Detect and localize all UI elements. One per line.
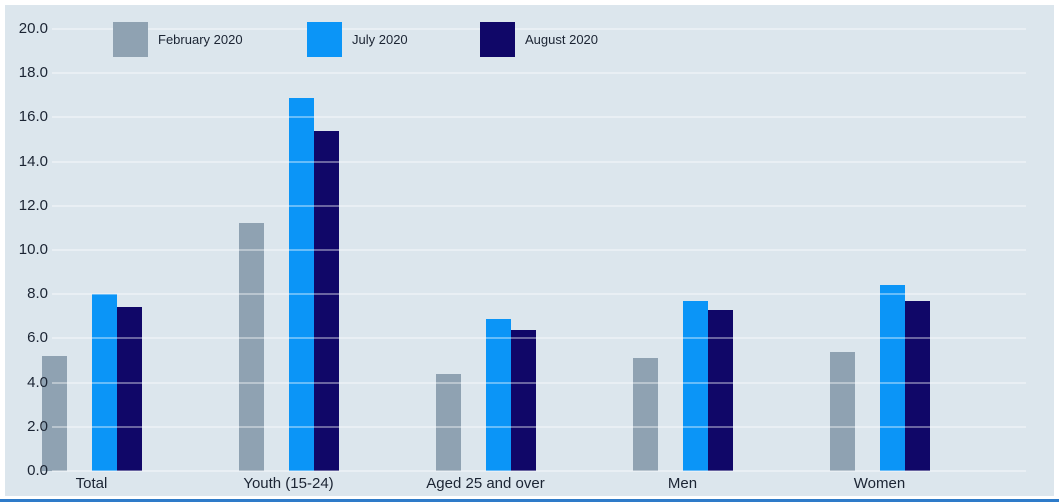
legend-swatch — [113, 22, 148, 57]
gridline-10.0 — [52, 249, 1026, 251]
legend-label: August 2020 — [525, 32, 599, 47]
x-category-label: Total — [75, 475, 108, 492]
bar-february-2020-women — [830, 352, 855, 471]
gridline-20.0 — [52, 28, 1026, 30]
y-tick-label: 0.0 — [27, 462, 48, 479]
bar-august-2020-youth-15-24- — [314, 131, 339, 471]
legend-swatch — [480, 22, 515, 57]
legend-item-august-2020[interactable]: August 2020 — [480, 22, 598, 57]
bottom-divider — [0, 499, 1059, 502]
x-category-label: Aged 25 and over — [426, 475, 545, 492]
bar-august-2020-aged-25-and-over — [511, 330, 536, 471]
bar-july-2020-aged-25-and-over — [486, 319, 511, 471]
y-tick-label: 8.0 — [27, 285, 48, 303]
x-category-label: Women — [853, 475, 906, 492]
bar-august-2020-total — [117, 307, 142, 471]
gridline-14.0 — [52, 160, 1026, 163]
bar-february-2020-men — [633, 358, 658, 471]
legend-label: February 2020 — [158, 32, 243, 47]
x-category-label: Youth (15-24) — [243, 475, 334, 492]
y-tick-label: 12.0 — [18, 196, 48, 214]
gridline-18.0 — [52, 72, 1026, 75]
legend-item-july-2020[interactable]: July 2020 — [307, 22, 408, 57]
gridline-2.0 — [52, 425, 1026, 428]
y-tick-label: 6.0 — [27, 329, 48, 347]
bar-july-2020-men — [683, 301, 708, 471]
y-tick-label: 14.0 — [18, 152, 48, 170]
bar-august-2020-women — [905, 301, 930, 471]
legend-swatch — [307, 22, 342, 57]
gridline-4.0 — [52, 381, 1026, 384]
legend-label: July 2020 — [352, 32, 408, 47]
y-tick-label: 16.0 — [18, 108, 48, 126]
bar-february-2020-youth-15-24- — [239, 223, 264, 471]
bar-august-2020-men — [708, 310, 733, 471]
bar-february-2020-total — [42, 356, 67, 471]
gridline-0.0 — [52, 470, 1026, 472]
y-tick-label: 2.0 — [27, 417, 48, 435]
gridline-8.0 — [52, 293, 1026, 296]
bar-july-2020-youth-15-24- — [289, 98, 314, 471]
bar-february-2020-aged-25-and-over — [436, 374, 461, 471]
y-tick-label: 20.0 — [18, 20, 48, 37]
bar-july-2020-total — [92, 294, 117, 471]
gridline-6.0 — [52, 337, 1026, 340]
y-tick-label: 4.0 — [27, 373, 48, 391]
gridline-16.0 — [52, 116, 1026, 119]
y-tick-label: 10.0 — [18, 241, 48, 258]
gridline-12.0 — [52, 204, 1026, 207]
x-category-label: Men — [667, 475, 698, 492]
bar-july-2020-women — [880, 285, 905, 471]
legend-item-february-2020[interactable]: February 2020 — [113, 22, 243, 57]
y-tick-label: 18.0 — [18, 64, 48, 82]
